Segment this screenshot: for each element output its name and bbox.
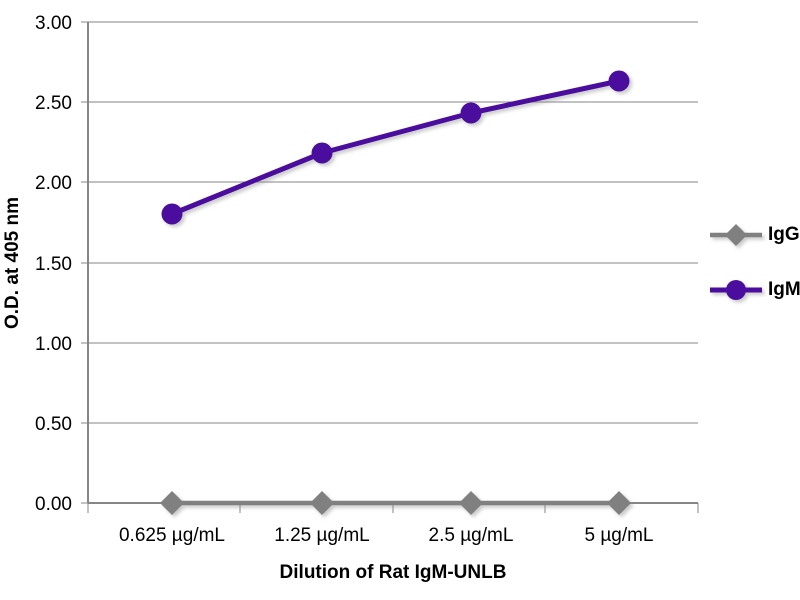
legend-marker-diamond-icon	[725, 224, 747, 246]
series-igm-marker-2	[460, 102, 482, 124]
series-igg-marker-1	[310, 491, 334, 515]
y-tick-label-5: 2.50	[35, 93, 72, 114]
series-igm-marker-1	[311, 142, 333, 164]
x-tick-label-2: 2.5 µg/mL	[429, 525, 514, 546]
y-axis-title: O.D. at 405 nm	[2, 197, 23, 329]
x-tick-label-1: 1.25 µg/mL	[274, 525, 369, 546]
x-tick-label-3: 5 µg/mL	[584, 525, 653, 546]
legend-label-igg: IgG	[768, 224, 800, 245]
y-tick-label-1: 0.50	[35, 414, 72, 435]
y-axis-tickmarks	[81, 21, 88, 504]
series-igg	[160, 491, 631, 515]
y-axis-tick-labels: 3.00 2.50 2.00 1.50 1.00 0.50 0.00	[35, 13, 72, 515]
y-tick-label-2: 1.00	[35, 334, 72, 355]
series-igm-marker-0	[161, 203, 183, 225]
series-igm-marker-3	[608, 70, 630, 92]
chart-legend: IgG IgM	[710, 224, 800, 300]
x-axis-tick-labels: 0.625 µg/mL 1.25 µg/mL 2.5 µg/mL 5 µg/mL	[119, 525, 654, 546]
series-igg-marker-2	[459, 491, 483, 515]
series-igm-line	[169, 78, 622, 217]
y-tick-label-4: 2.00	[35, 173, 72, 194]
y-tick-label-0: 0.00	[35, 494, 72, 515]
x-axis-title: Dilution of Rat IgM-UNLB	[280, 562, 507, 583]
series-igm	[161, 70, 630, 225]
x-tick-label-0: 0.625 µg/mL	[119, 525, 225, 546]
gridlines-horizontal	[88, 21, 698, 424]
legend-marker-circle-icon	[726, 280, 746, 300]
series-igg-marker-3	[607, 491, 631, 515]
y-tick-label-6: 3.00	[35, 13, 72, 34]
y-tick-label-3: 1.50	[35, 254, 72, 275]
legend-entry-igg[interactable]	[710, 224, 762, 246]
legend-label-igm: IgM	[768, 279, 800, 300]
legend-entry-igm[interactable]	[710, 280, 762, 300]
series-igg-marker-0	[160, 491, 184, 515]
